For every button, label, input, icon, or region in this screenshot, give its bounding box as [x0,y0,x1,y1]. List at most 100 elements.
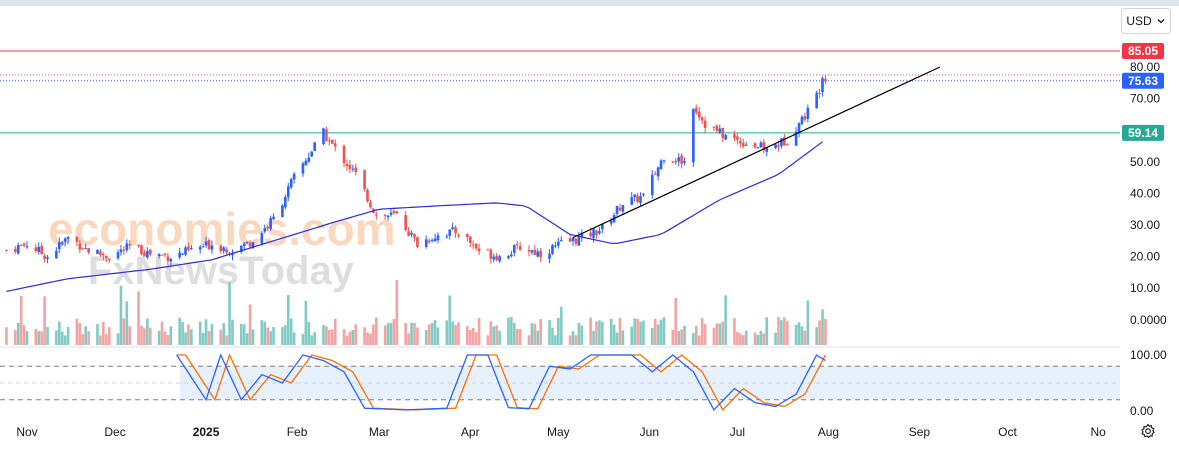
candle-body[interactable] [527,249,531,252]
candle-body[interactable] [289,179,293,188]
candle-body[interactable] [457,234,460,236]
candle-body[interactable] [292,173,296,180]
candle-body[interactable] [178,252,181,258]
candle-body[interactable] [225,249,228,253]
candle-body[interactable] [794,131,798,146]
candle-body[interactable] [824,78,827,82]
candle-body[interactable] [181,253,184,255]
candle-body[interactable] [783,137,786,146]
candle-body[interactable] [803,116,807,120]
candle-body[interactable] [515,244,519,246]
candle-body[interactable] [436,235,440,241]
candle-body[interactable] [615,205,619,214]
candle-body[interactable] [471,244,475,246]
candle-body[interactable] [163,253,167,256]
candle-body[interactable] [410,232,413,235]
candle-body[interactable] [140,245,143,255]
candle-body[interactable] [466,234,469,238]
candle-body[interactable] [536,251,540,257]
candle-body[interactable] [386,215,390,218]
candle-body[interactable] [765,146,769,152]
candle-body[interactable] [96,250,99,254]
chart-settings-button[interactable] [1138,421,1158,441]
candle-body[interactable] [301,163,305,174]
candle-body[interactable] [721,127,725,139]
candle-body[interactable] [78,243,82,250]
candle-body[interactable] [785,144,789,146]
candle-body[interactable] [571,237,575,242]
candle-body[interactable] [636,195,639,202]
candle-body[interactable] [551,245,554,254]
candle-body[interactable] [653,173,657,175]
candle-body[interactable] [568,238,572,242]
candle-body[interactable] [744,144,748,146]
candle-body[interactable] [445,236,449,238]
candle-body[interactable] [451,227,454,230]
candle-body[interactable] [427,240,431,243]
candle-body[interactable] [330,139,334,144]
candle-body[interactable] [342,145,346,164]
candle-body[interactable] [533,249,537,255]
candle-body[interactable] [589,232,592,237]
candle-body[interactable] [659,160,663,170]
candle-body[interactable] [207,240,211,250]
candle-body[interactable] [325,129,328,142]
candle-body[interactable] [198,246,202,250]
candle-body[interactable] [510,254,513,257]
candle-body[interactable] [269,218,272,230]
candle-body[interactable] [55,250,58,259]
candle-body[interactable] [674,160,678,163]
candle-body[interactable] [762,141,766,151]
candle-body[interactable] [143,252,146,257]
candle-body[interactable] [700,117,704,121]
candle-body[interactable] [733,134,736,139]
candle-body[interactable] [539,250,543,258]
candle-body[interactable] [621,204,625,212]
candle-body[interactable] [99,251,102,255]
candle-body[interactable] [656,167,660,177]
candles[interactable] [5,75,827,266]
candle-body[interactable] [662,160,666,162]
candle-body[interactable] [548,253,551,259]
candle-body[interactable] [633,194,636,198]
candle-body[interactable] [210,245,214,250]
candle-body[interactable] [57,242,61,250]
candle-body[interactable] [281,205,284,218]
candle-body[interactable] [694,107,698,113]
candle-body[interactable] [650,174,654,195]
candle-body[interactable] [724,135,727,140]
candle-body[interactable] [618,207,622,211]
candle-body[interactable] [671,161,675,163]
candle-body[interactable] [375,214,378,216]
candle-body[interactable] [595,230,598,235]
candle-body[interactable] [577,236,581,246]
candle-body[interactable] [201,246,205,248]
candle-body[interactable] [454,227,457,234]
candle-body[interactable] [284,197,287,208]
candle-body[interactable] [137,244,140,246]
candle-body[interactable] [369,202,372,208]
candle-body[interactable] [495,255,498,261]
candle-body[interactable] [187,246,190,250]
candle-body[interactable] [609,220,613,224]
candle-body[interactable] [416,237,419,247]
candle-body[interactable] [736,136,739,140]
candle-body[interactable] [413,234,416,238]
candle-body[interactable] [272,216,275,220]
candle-body[interactable] [43,255,46,259]
candle-body[interactable] [518,246,522,250]
candle-body[interactable] [424,239,428,247]
candle-body[interactable] [266,226,270,228]
candle-body[interactable] [13,248,17,252]
candle-body[interactable] [715,125,719,131]
candle-body[interactable] [66,236,70,239]
candle-body[interactable] [753,143,757,148]
candle-body[interactable] [718,128,722,133]
candle-body[interactable] [242,243,246,246]
candle-body[interactable] [815,92,818,109]
candle-body[interactable] [692,108,695,163]
candle-body[interactable] [354,167,358,172]
candle-body[interactable] [104,255,108,259]
candle-body[interactable] [559,240,563,242]
candle-body[interactable] [498,256,501,262]
